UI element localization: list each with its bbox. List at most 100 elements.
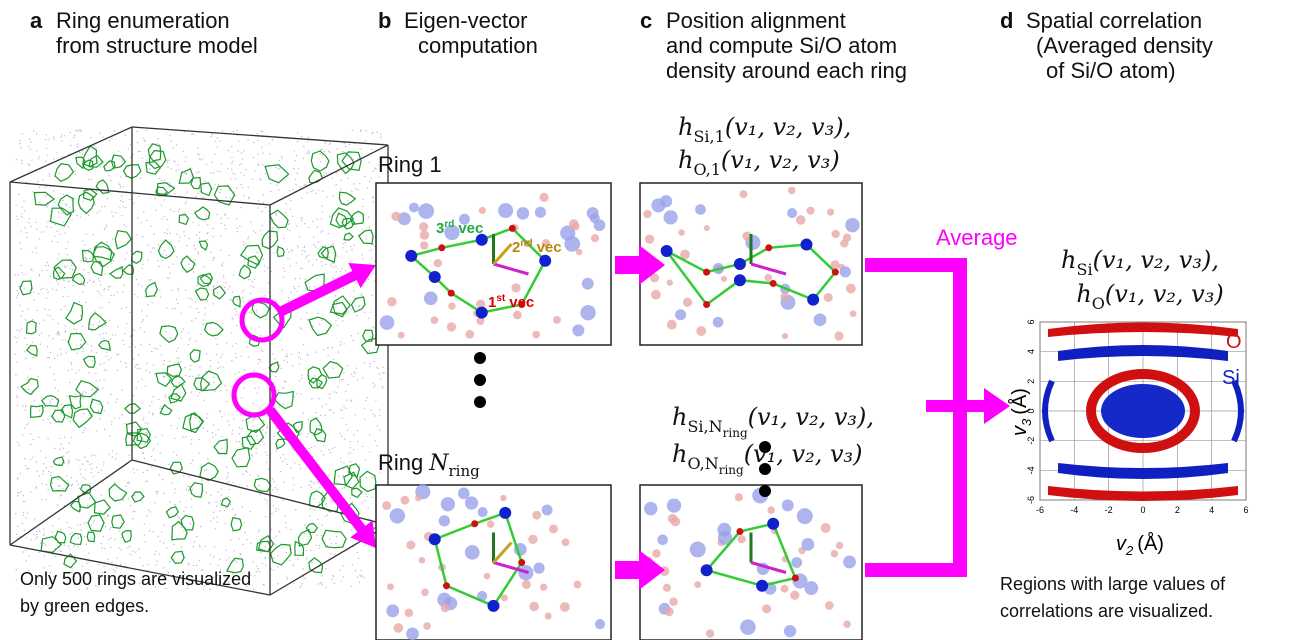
atom-dot: [120, 361, 121, 362]
atom-dot: [249, 511, 250, 512]
atom-dot: [293, 555, 294, 556]
o-atom: [549, 524, 558, 533]
atom-dot: [17, 478, 18, 479]
atom-dot: [54, 236, 55, 237]
si-atom: [840, 266, 851, 277]
ring-view: [640, 485, 862, 640]
atom-dot: [177, 303, 178, 304]
atom-dot: [30, 149, 31, 150]
atom-dot: [272, 489, 273, 490]
atom-dot: [182, 151, 183, 152]
atom-dot: [231, 386, 232, 387]
atom-dot: [352, 502, 353, 503]
atom-dot: [254, 171, 255, 172]
atom-dot: [335, 320, 336, 321]
atom-dot: [67, 296, 68, 297]
atom-dot: [237, 231, 238, 232]
atom-dot: [242, 473, 243, 474]
atom-dot: [30, 226, 31, 227]
atom-dot: [188, 344, 189, 345]
atom-dot: [105, 518, 106, 519]
atom-dot: [241, 163, 242, 164]
atom-dot: [30, 142, 31, 143]
atom-dot: [179, 501, 180, 502]
atom-dot: [250, 543, 251, 544]
atom-dot: [200, 191, 201, 192]
atom-dot: [145, 422, 146, 423]
si-atom: [478, 507, 488, 517]
ring-view: [376, 183, 611, 345]
atom-dot: [72, 269, 73, 270]
si-atom: [595, 619, 605, 629]
atom-dot: [15, 374, 16, 375]
atom-dot: [328, 475, 329, 476]
atom-dot: [273, 382, 274, 383]
ring: [201, 183, 212, 196]
atom-dot: [49, 357, 50, 358]
atom-dot: [176, 144, 177, 145]
atom-dot: [65, 306, 66, 307]
atom-dot: [276, 185, 277, 186]
atom-dot: [21, 328, 22, 329]
atom-dot: [282, 461, 283, 462]
atom-dot: [81, 260, 82, 261]
atom-dot: [279, 365, 280, 366]
highlight-circle: [234, 375, 274, 415]
atom-dot: [365, 140, 366, 141]
atom-dot: [189, 376, 190, 377]
si-atom: [465, 545, 480, 560]
atom-dot: [296, 155, 297, 156]
atom-dot: [111, 424, 112, 425]
atom-dot: [226, 477, 227, 478]
atom-dot: [156, 143, 157, 144]
atom-dot: [328, 449, 329, 450]
si-atom: [594, 219, 606, 231]
atom-dot: [295, 278, 296, 279]
atom-dot: [169, 561, 170, 562]
atom-dot: [306, 256, 307, 257]
ring: [73, 274, 85, 285]
atom-dot: [66, 254, 67, 255]
atom-dot: [207, 414, 208, 415]
atom-dot: [211, 134, 212, 135]
atom-dot: [60, 136, 61, 137]
atom-dot: [275, 508, 276, 509]
atom-dot: [359, 466, 360, 467]
atom-dot: [70, 132, 71, 133]
ring: [89, 313, 106, 330]
atom-dot: [30, 433, 31, 434]
atom-dot: [43, 319, 44, 320]
atom-dot: [310, 191, 311, 192]
atom-dot: [305, 279, 306, 280]
formula-base: h: [678, 113, 693, 141]
atom-dot: [247, 539, 248, 540]
atom-dot: [288, 300, 289, 301]
atom-dot: [57, 390, 58, 391]
atom-dot: [304, 578, 305, 579]
atom-dot: [176, 299, 177, 300]
atom-dot: [344, 438, 345, 439]
atom-dot: [300, 487, 301, 488]
atom-dot: [128, 148, 129, 149]
atom-dot: [308, 261, 309, 262]
atom-dot: [248, 198, 249, 199]
atom-dot: [136, 279, 137, 280]
atom-dot: [19, 143, 20, 144]
ring: [352, 297, 366, 312]
atom-dot: [36, 531, 37, 532]
atom-dot: [147, 433, 148, 434]
atom-dot: [109, 436, 110, 437]
atom-dot: [16, 579, 17, 580]
atom-dot: [35, 462, 36, 463]
atom-dot: [210, 520, 211, 521]
atom-dot: [278, 390, 279, 391]
atom-dot: [177, 515, 178, 516]
atom-dot: [210, 360, 211, 361]
atom-dot: [327, 355, 328, 356]
atom-dot: [307, 319, 308, 320]
atom-dot: [65, 204, 66, 205]
atom-dot: [300, 468, 301, 469]
atom-dot: [310, 508, 311, 509]
atom-dot: [141, 286, 142, 287]
atom-dot: [132, 518, 133, 519]
